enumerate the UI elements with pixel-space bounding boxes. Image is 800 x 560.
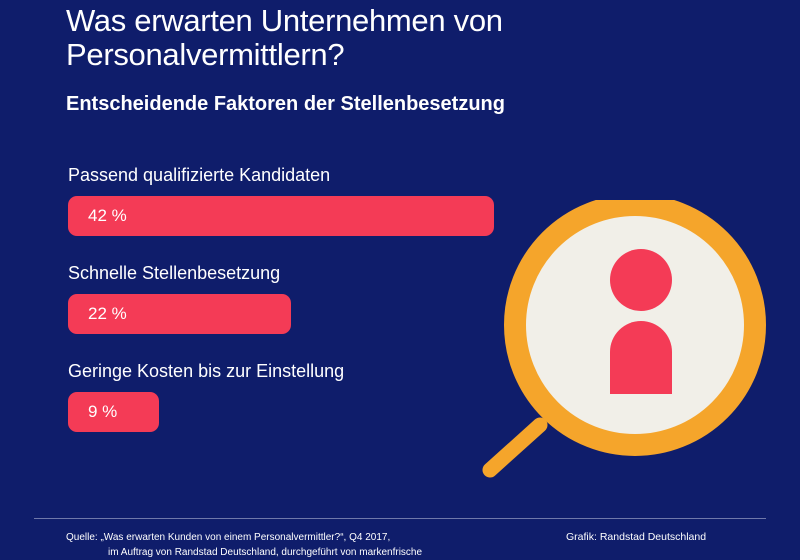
person-icon: [610, 249, 672, 394]
bar-category-label: Schnelle Stellenbesetzung: [68, 263, 281, 283]
graphic-credit: Grafik: Randstad Deutschland: [566, 531, 707, 543]
bar-category-label: Passend qualifizierte Kandidaten: [68, 165, 331, 185]
bar: 9 %: [68, 392, 160, 432]
bar-value-label: 9 %: [88, 402, 118, 421]
source-line-2: im Auftrag von Randstad Deutschland, dur…: [108, 547, 423, 558]
bar-value-label: 42 %: [88, 206, 127, 225]
magnifier-illustration: [482, 200, 766, 478]
source-line-1: Quelle: „Was erwarten Kunden von einem P…: [66, 532, 391, 543]
bar: 42 %: [68, 196, 494, 236]
footer-divider: [34, 518, 766, 519]
page-title: Was erwarten Unternehmen von Personalver…: [66, 3, 503, 72]
source-note: Quelle: „Was erwarten Kunden von einem P…: [66, 530, 506, 560]
page-subtitle: Entscheidende Faktoren der Stellenbesetz…: [66, 93, 505, 115]
person-head: [610, 249, 672, 311]
magnifier-handle: [482, 417, 548, 478]
bar: 22 %: [68, 294, 292, 334]
bar-value-label: 22 %: [88, 304, 127, 323]
person-body: [610, 321, 672, 394]
bar-category-label: Geringe Kosten bis zur Einstellung: [68, 361, 345, 381]
